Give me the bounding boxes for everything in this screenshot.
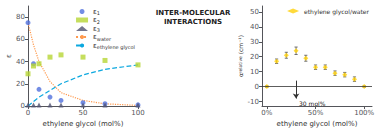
svg-text:ε: ε bbox=[93, 16, 97, 24]
svg-text:ethylene glycol/water: ethylene glycol/water bbox=[304, 8, 369, 16]
svg-text:100: 100 bbox=[131, 109, 144, 117]
svg-text:(cm⁻¹): (cm⁻¹) bbox=[237, 35, 244, 56]
svg-text:60: 60 bbox=[16, 35, 25, 43]
svg-text:20: 20 bbox=[250, 53, 259, 61]
svg-text:ethylene glycol (mol%): ethylene glycol (mol%) bbox=[43, 120, 124, 128]
svg-text:100%: 100% bbox=[354, 109, 374, 117]
svg-text:ethylene glycol (mol%): ethylene glycol (mol%) bbox=[277, 120, 358, 128]
svg-text:20: 20 bbox=[16, 80, 25, 88]
svg-text:30 mol%: 30 mol% bbox=[299, 100, 326, 107]
svg-text:INTERACTIONS: INTERACTIONS bbox=[164, 18, 222, 26]
svg-text:ε: ε bbox=[93, 24, 97, 33]
svg-text:α: α bbox=[237, 73, 245, 78]
svg-text:relative: relative bbox=[238, 56, 243, 73]
svg-text:50: 50 bbox=[79, 109, 88, 117]
svg-text:2: 2 bbox=[97, 19, 100, 25]
svg-text:ε: ε bbox=[5, 54, 13, 58]
svg-text:30: 30 bbox=[250, 38, 259, 46]
svg-text:-10: -10 bbox=[248, 98, 259, 106]
svg-text:1: 1 bbox=[97, 10, 100, 16]
svg-text:ε: ε bbox=[93, 7, 97, 16]
svg-text:0: 0 bbox=[26, 109, 30, 117]
svg-text:INTER-MOLECULAR: INTER-MOLECULAR bbox=[156, 9, 231, 17]
svg-text:0: 0 bbox=[21, 102, 25, 110]
svg-text:10: 10 bbox=[250, 68, 259, 76]
svg-text:40: 40 bbox=[16, 58, 25, 66]
svg-text:80: 80 bbox=[16, 13, 25, 21]
svg-text:3: 3 bbox=[97, 27, 100, 33]
svg-text:ε: ε bbox=[93, 41, 97, 50]
svg-text:ε: ε bbox=[93, 33, 97, 41]
svg-text:0: 0 bbox=[255, 83, 259, 91]
svg-text:0%: 0% bbox=[261, 109, 272, 117]
svg-text:water: water bbox=[97, 36, 112, 42]
svg-text:50%: 50% bbox=[308, 109, 324, 117]
svg-text:50: 50 bbox=[250, 8, 259, 16]
svg-text:ethylene glycol: ethylene glycol bbox=[97, 44, 135, 51]
svg-text:40: 40 bbox=[250, 23, 259, 31]
